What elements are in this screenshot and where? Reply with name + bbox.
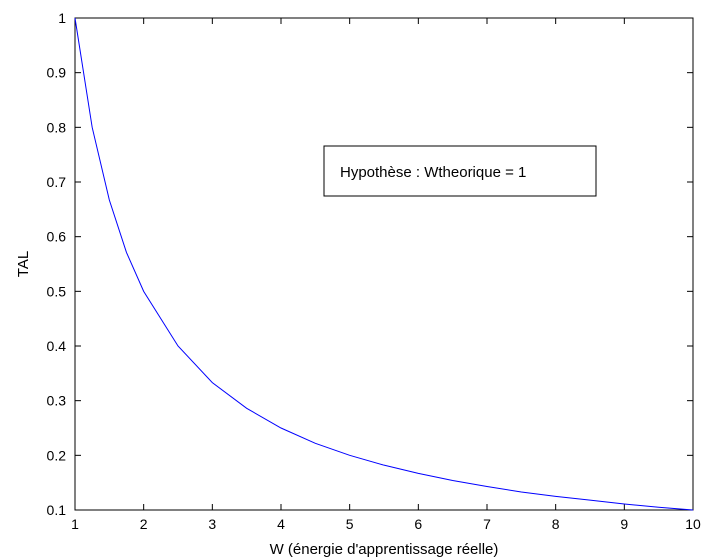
series-layer xyxy=(74,17,694,511)
x-tick-label: 5 xyxy=(346,516,354,532)
annotation-text: Hypothèse : Wtheorique = 1 xyxy=(340,164,526,181)
annotation-frame xyxy=(323,145,597,197)
axis-ticks: 1 2 3 4 5 6 7 8 9 10 0.1 0.2 0.3 0.4 0.5 0.6 0.7 0.8 0.9 1 xyxy=(47,10,701,532)
y-tick-label: 0.3 xyxy=(47,393,67,409)
annotation-box: Hypothèse : Wtheorique = 1 xyxy=(323,145,597,197)
plot-area-frame xyxy=(74,17,694,511)
y-tick-label: 0.1 xyxy=(47,502,67,518)
y-tick-label: 0.6 xyxy=(47,229,67,245)
x-tick-label: 8 xyxy=(552,516,560,532)
y-tick-label: 0.8 xyxy=(47,119,67,135)
x-tick-label: 3 xyxy=(208,516,216,532)
x-tick-label: 7 xyxy=(483,516,491,532)
y-axis-title: TAL xyxy=(15,251,32,277)
y-tick-label: 0.7 xyxy=(47,174,67,190)
x-tick-label: 9 xyxy=(620,516,628,532)
x-tick-label: 1 xyxy=(71,516,79,532)
x-tick-label: 6 xyxy=(414,516,422,532)
y-tick-label: 0.9 xyxy=(47,65,67,81)
x-tick-label: 2 xyxy=(140,516,148,532)
y-tick-label: 0.4 xyxy=(47,338,67,354)
y-tick-label: 0.2 xyxy=(47,447,67,463)
y-tick-label: 0.5 xyxy=(47,283,67,299)
x-axis-title: W (énergie d'apprentissage réelle) xyxy=(270,541,499,558)
y-tick-label: 1 xyxy=(58,10,66,26)
series-line xyxy=(74,17,694,511)
x-tick-label: 4 xyxy=(277,516,285,532)
x-tick-label: 10 xyxy=(685,516,701,532)
